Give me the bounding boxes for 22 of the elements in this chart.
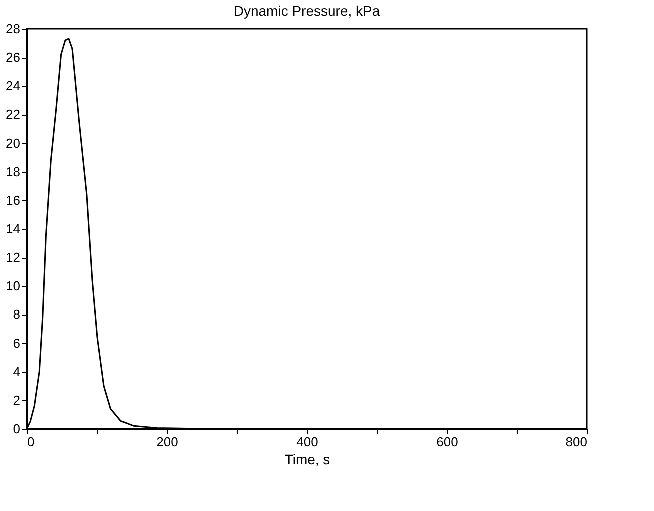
- y-tick-label: 12: [6, 250, 20, 266]
- x-tick-label: 200: [156, 434, 178, 450]
- y-tick-label: 20: [6, 136, 20, 151]
- x-tick-label: 600: [436, 434, 458, 450]
- y-tick-label: 2: [13, 392, 20, 408]
- y-tick-label: 14: [6, 222, 20, 236]
- y-tick-label: 28: [6, 22, 20, 36]
- chart-title: Dynamic Pressure, kPa: [234, 3, 380, 19]
- x-tick-label: 400: [296, 434, 318, 450]
- y-tick-label: 10: [6, 278, 20, 294]
- x-tick-label: 0: [28, 434, 35, 450]
- y-tick-label: 18: [6, 164, 20, 180]
- y-tick-label: 8: [13, 307, 20, 322]
- y-tick-label: 22: [6, 107, 20, 122]
- y-tick-label: 24: [6, 78, 20, 94]
- x-axis-title: Time, s: [284, 452, 330, 468]
- y-tick-label: 26: [6, 50, 20, 66]
- y-tick-label: 16: [6, 192, 20, 208]
- y-tick-label: 0: [13, 422, 20, 436]
- x-tick-label: 800: [566, 434, 588, 450]
- y-tick-label: 6: [13, 336, 20, 351]
- y-tick-label: 4: [13, 364, 20, 380]
